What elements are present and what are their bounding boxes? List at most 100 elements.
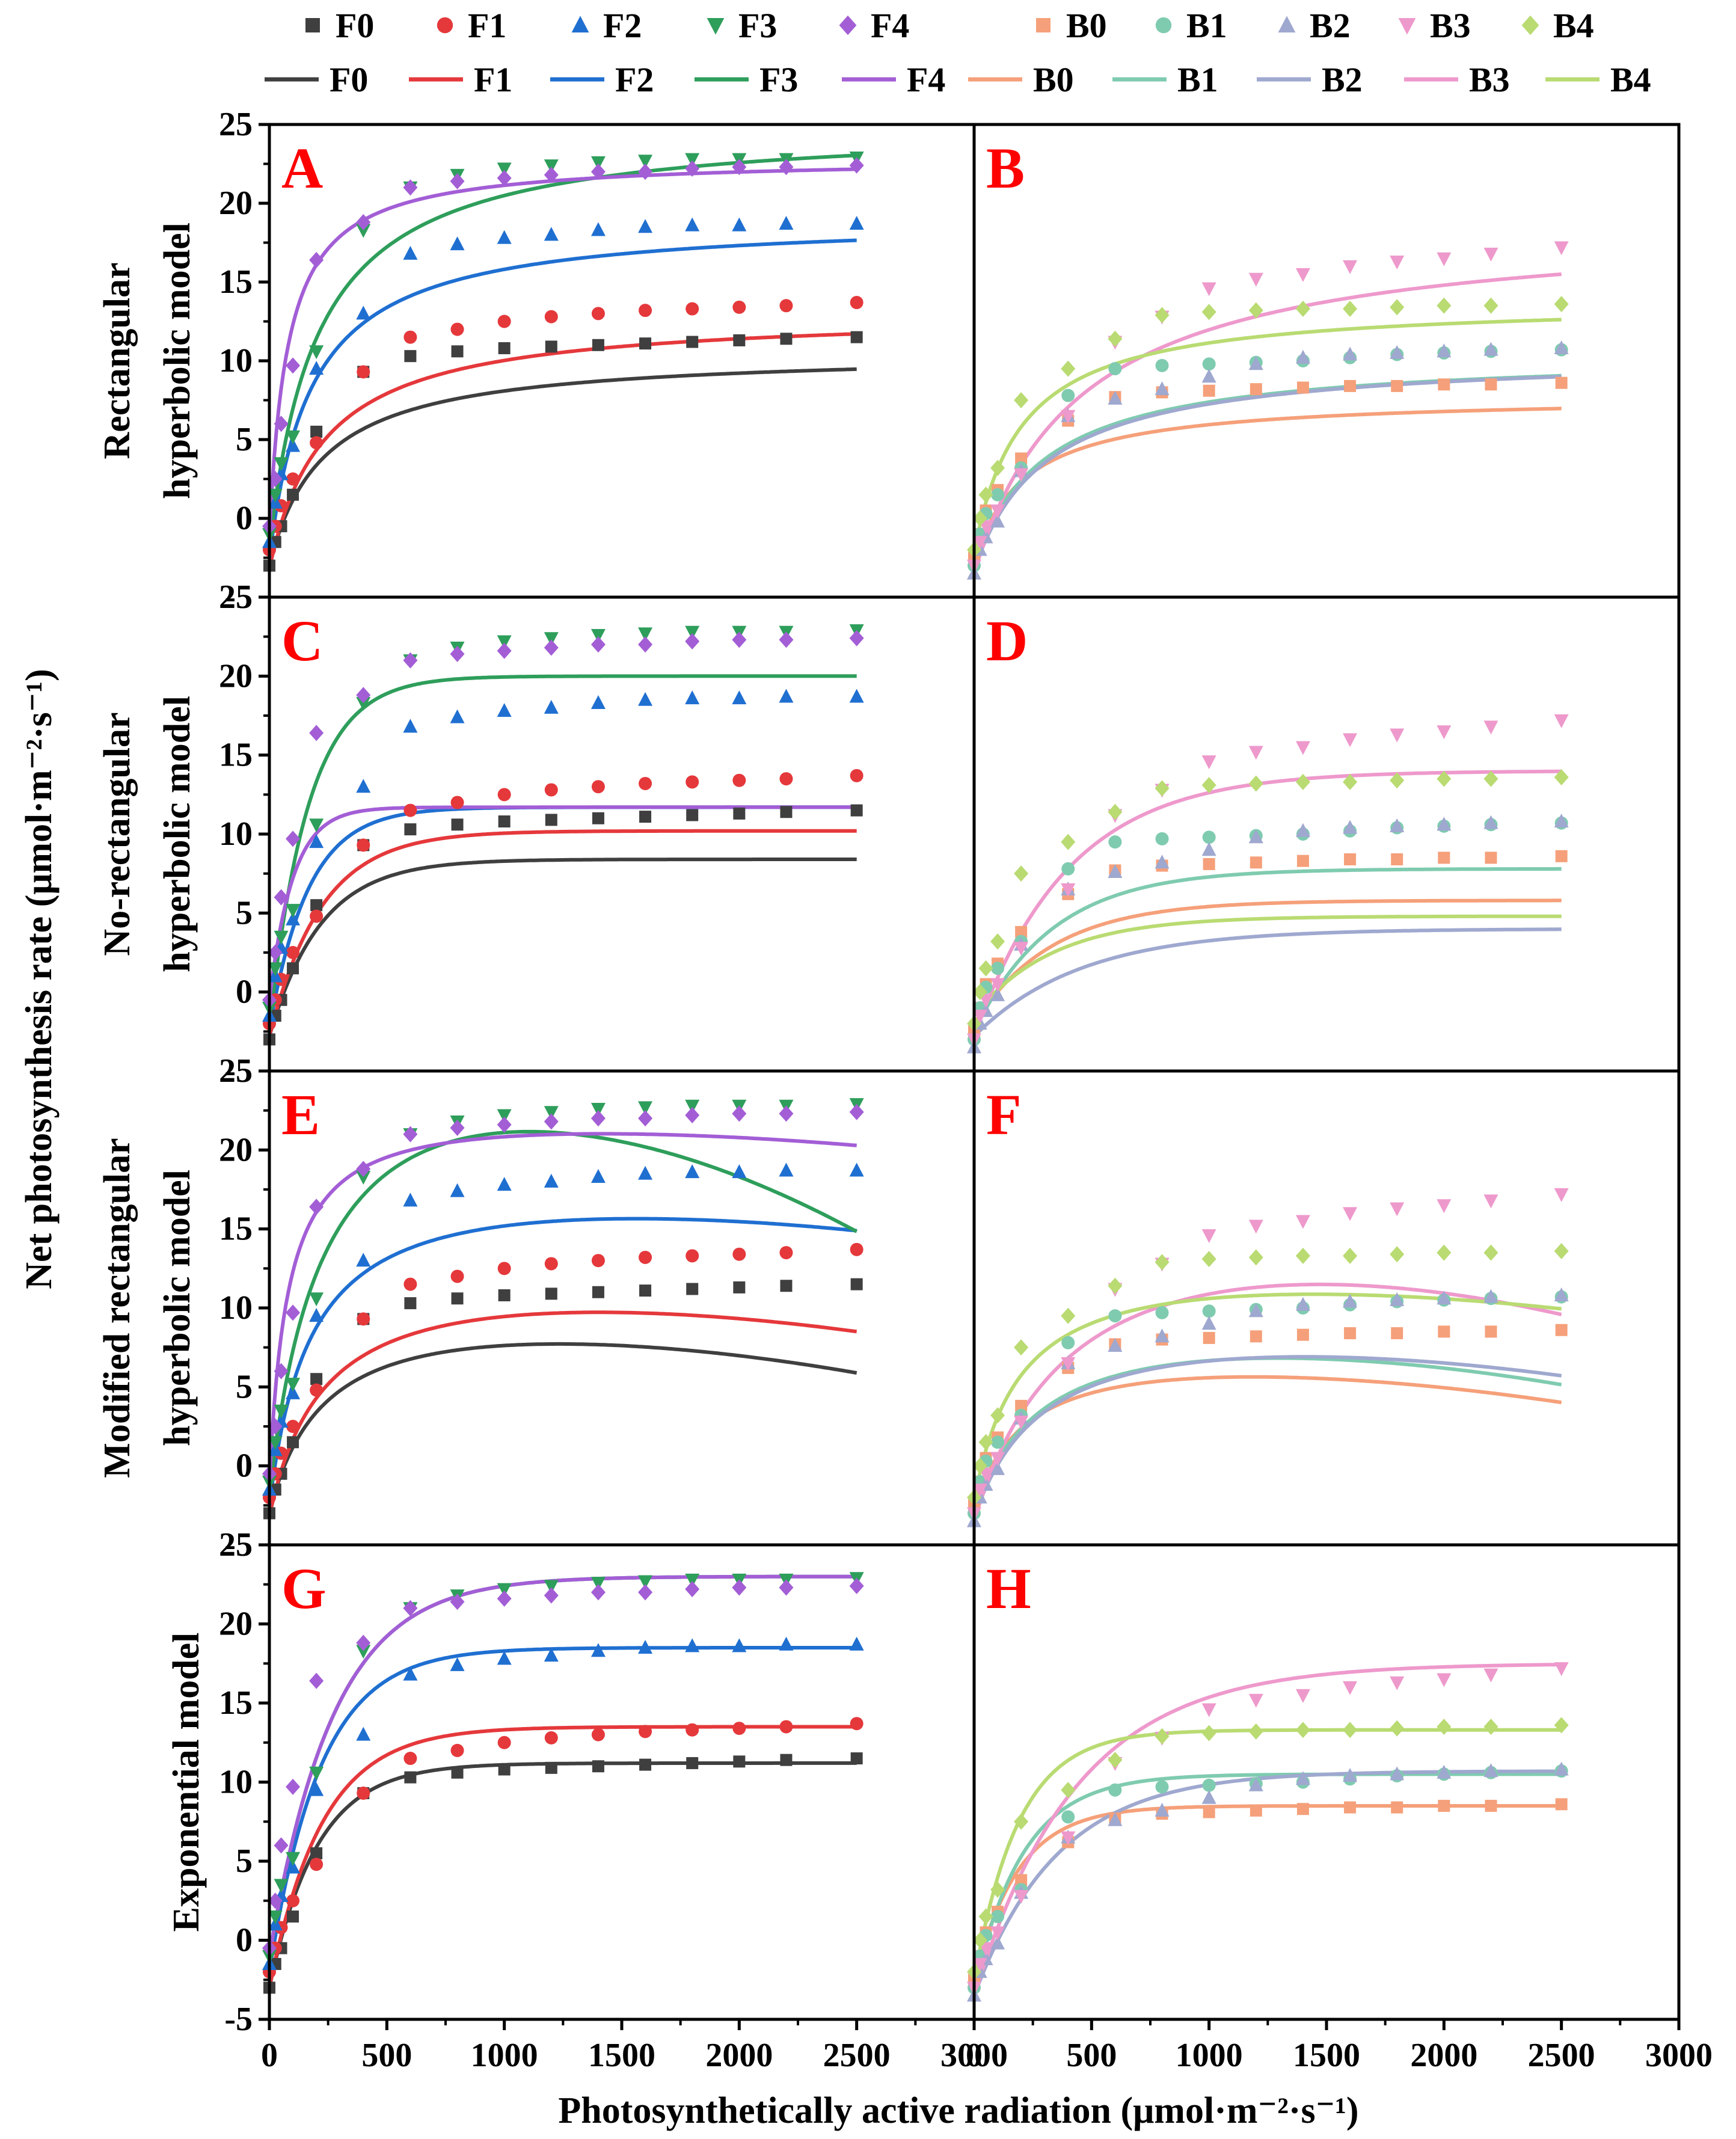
fit-line-F-B4 [974,1292,1562,1502]
point-D-B2 [1390,818,1405,832]
x-tick-label: 2500 [1528,2037,1595,2074]
legend: F0 F1 F2 F3 F4 B0 B1 B2 B3 B4 F0 F1 F2 F3 F4 B0 B1 B2 B3 B4 [265,6,1651,99]
point-G-F1 [357,1786,370,1800]
point-G-F2 [544,1648,559,1662]
point-C-F3 [274,930,289,945]
point-B-B2 [1483,342,1498,356]
point-C-F2 [286,911,301,925]
point-B-B4 [1155,307,1170,324]
point-D-B3 [972,1010,987,1024]
point-C-F2 [544,699,559,714]
point-C-F1 [732,773,746,787]
panel-letter: H [986,1556,1031,1621]
point-C-F0 [498,815,511,827]
point-A-F3 [268,488,283,503]
point-G-F4 [450,1594,465,1610]
point-D-B4 [1248,775,1263,792]
point-E-F1 [850,1242,863,1256]
point-H-B0 [1296,1803,1309,1815]
point-F-B3 [1483,1194,1498,1209]
point-H-B4 [978,1908,993,1925]
point-H-B4 [1155,1728,1170,1745]
point-F-B0 [1344,1327,1357,1340]
point-E-F2 [403,1192,418,1207]
point-F-B0 [1296,1328,1309,1341]
panel-letter: D [986,609,1028,673]
point-E-F4 [403,1126,418,1143]
point-A-F0 [780,333,793,345]
point-G-F2 [497,1651,512,1665]
y-tick-label: 5 [236,894,253,931]
point-D-B3 [1390,728,1405,743]
point-C-F0 [451,818,464,831]
legend-label: F0 [336,6,374,45]
fit-line-B-B3 [974,272,1562,574]
point-B-B4 [978,486,993,503]
point-E-F1 [286,1420,300,1433]
point-F-B4 [1201,1251,1216,1268]
point-D-B0 [1344,853,1357,866]
point-G-F3 [638,1575,653,1589]
point-F-B4 [1108,1277,1123,1294]
point-F-B4 [1554,1242,1569,1259]
point-D-B1 [1155,832,1169,845]
point-H-B1 [1202,1778,1216,1792]
point-F-B2 [1483,1289,1498,1303]
point-B-B3 [1295,268,1310,282]
fit-line-D-B0 [974,898,1562,1025]
point-G-F1 [450,1743,464,1757]
point-D-B1 [1202,830,1216,844]
point-E-F1 [497,1262,511,1275]
point-G-F1 [591,1728,605,1742]
point-C-F4 [268,944,283,961]
point-A-F4 [590,164,606,180]
point-D-B0 [1391,853,1403,866]
point-C-F4 [849,630,864,646]
point-B-B2 [1437,343,1452,358]
point-H-B3 [1437,1673,1452,1687]
y-tick-label: 0 [236,974,253,1011]
point-H-B4 [972,1932,987,1948]
point-D-B4 [1061,833,1076,850]
point-A-F1 [310,436,324,450]
legend-label: B4 [1610,60,1651,99]
legend-label: F4 [871,6,909,45]
point-D-B0 [1203,858,1215,870]
point-C-F3 [286,904,301,918]
point-C-F3 [590,629,606,643]
point-F-B4 [1014,1339,1029,1356]
point-H-B4 [1061,1782,1076,1799]
point-D-B4 [1390,772,1405,789]
point-E-F0 [733,1281,746,1294]
point-E-F3 [638,1101,653,1116]
point-E-F0 [310,1373,323,1386]
fit-line-F-B1 [974,1356,1562,1514]
panel-H: 0 500 1000 1500 2000 2500 3000 H [966,1543,1713,2074]
point-D-B3 [1248,746,1263,760]
point-C-F1 [403,803,417,817]
point-B-B0 [1391,379,1403,392]
point-C-F2 [309,834,324,849]
point-C-F4 [590,636,606,653]
point-A-F0 [451,345,464,358]
point-H-B2 [1295,1771,1310,1785]
x-tick-label: 1500 [588,2037,655,2074]
fit-line-B-B1 [974,373,1562,566]
point-G-F1 [732,1722,746,1735]
point-G-F1 [639,1725,652,1739]
point-G-F4 [403,1600,418,1616]
point-B-B3 [990,504,1005,518]
point-F-B0 [1203,1331,1215,1344]
point-C-F2 [732,690,747,705]
point-D-B0 [1555,850,1568,862]
point-F-B2 [1295,1297,1310,1311]
point-E-F2 [286,1385,301,1399]
fit-line-H-B0 [974,1804,1562,1981]
legend-marker-B3 [1398,18,1416,35]
point-B-B4 [1343,301,1358,318]
point-G-F1 [310,1858,324,1871]
point-G-F4 [779,1579,794,1596]
point-B-B4 [1248,302,1263,319]
fit-line-F-B2 [974,1355,1562,1519]
